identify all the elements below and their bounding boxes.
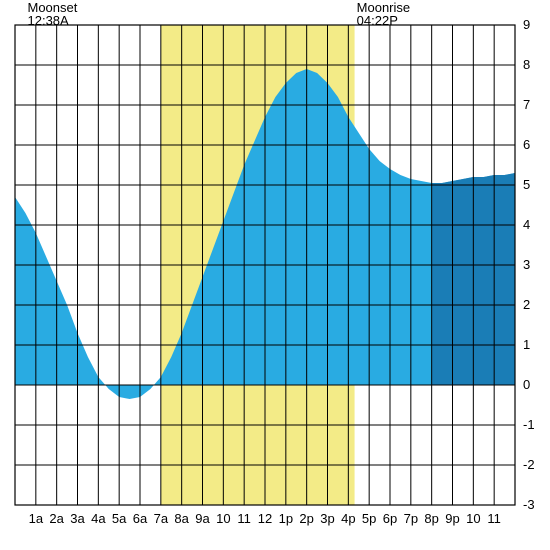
y-tick-label: 7 — [523, 97, 530, 112]
y-tick-label: 8 — [523, 57, 530, 72]
y-tick-label: -1 — [523, 417, 535, 432]
x-tick-label: 3a — [70, 511, 85, 526]
x-tick-label: 8p — [424, 511, 438, 526]
y-tick-label: 5 — [523, 177, 530, 192]
x-tick-label: 7a — [154, 511, 169, 526]
x-tick-label: 7p — [404, 511, 418, 526]
y-tick-label: -2 — [523, 457, 535, 472]
x-tick-label: 4p — [341, 511, 355, 526]
y-tick-label: 0 — [523, 377, 530, 392]
x-tick-label: 10 — [216, 511, 230, 526]
y-tick-label: 9 — [523, 17, 530, 32]
x-tick-label: 8a — [174, 511, 189, 526]
moonset-time: 12:38A — [28, 13, 70, 28]
y-tick-label: 3 — [523, 257, 530, 272]
y-tick-label: 2 — [523, 297, 530, 312]
x-tick-label: 2a — [49, 511, 64, 526]
x-tick-label: 6p — [383, 511, 397, 526]
tide-chart: 9876543210-1-2-31a2a3a4a5a6a7a8a9a101112… — [0, 0, 550, 550]
x-tick-label: 4a — [91, 511, 106, 526]
x-tick-label: 9p — [445, 511, 459, 526]
x-tick-label: 6a — [133, 511, 148, 526]
x-tick-label: 1a — [29, 511, 44, 526]
y-tick-label: -3 — [523, 497, 535, 512]
moonrise-time: 04:22P — [357, 13, 398, 28]
x-tick-label: 11 — [237, 511, 251, 526]
x-tick-label: 9a — [195, 511, 210, 526]
x-tick-label: 3p — [320, 511, 334, 526]
x-tick-label: 2p — [299, 511, 313, 526]
x-tick-label: 5a — [112, 511, 127, 526]
x-tick-label: 10 — [466, 511, 480, 526]
y-tick-label: 4 — [523, 217, 530, 232]
x-tick-label: 11 — [487, 511, 501, 526]
x-tick-label: 5p — [362, 511, 376, 526]
y-tick-label: 1 — [523, 337, 530, 352]
x-tick-label: 12 — [258, 511, 272, 526]
x-tick-label: 1p — [279, 511, 293, 526]
y-tick-label: 6 — [523, 137, 530, 152]
chart-svg: 9876543210-1-2-31a2a3a4a5a6a7a8a9a101112… — [0, 0, 550, 550]
